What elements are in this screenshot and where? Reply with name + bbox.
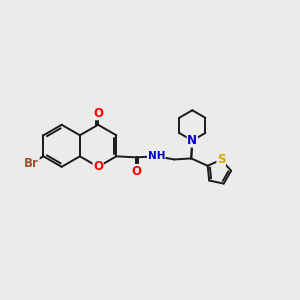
- Text: N: N: [187, 134, 197, 147]
- Text: NH: NH: [148, 151, 165, 161]
- Text: O: O: [93, 160, 103, 173]
- Text: O: O: [131, 164, 141, 178]
- Text: S: S: [217, 153, 225, 166]
- Text: Br: Br: [24, 157, 39, 169]
- Text: O: O: [93, 107, 103, 120]
